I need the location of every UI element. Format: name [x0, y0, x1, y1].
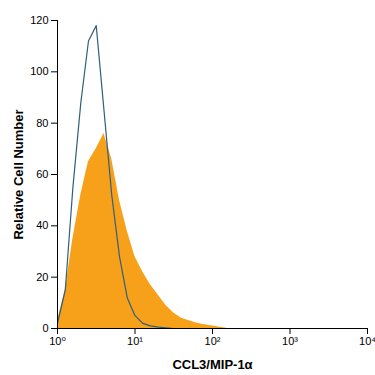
svg-text:10⁰: 10⁰ [49, 335, 66, 347]
svg-text:CCL3/MIP-1α: CCL3/MIP-1α [172, 357, 252, 372]
svg-text:120: 120 [30, 14, 48, 26]
svg-text:100: 100 [30, 65, 48, 77]
svg-text:10¹: 10¹ [127, 335, 143, 347]
svg-text:0: 0 [42, 322, 48, 334]
svg-text:Relative Cell Number: Relative Cell Number [11, 109, 26, 239]
svg-text:10⁴: 10⁴ [359, 335, 375, 347]
svg-text:20: 20 [36, 271, 48, 283]
svg-text:10²: 10² [205, 335, 221, 347]
svg-text:80: 80 [36, 117, 48, 129]
svg-text:10³: 10³ [282, 335, 298, 347]
svg-text:40: 40 [36, 219, 48, 231]
svg-text:60: 60 [36, 168, 48, 180]
